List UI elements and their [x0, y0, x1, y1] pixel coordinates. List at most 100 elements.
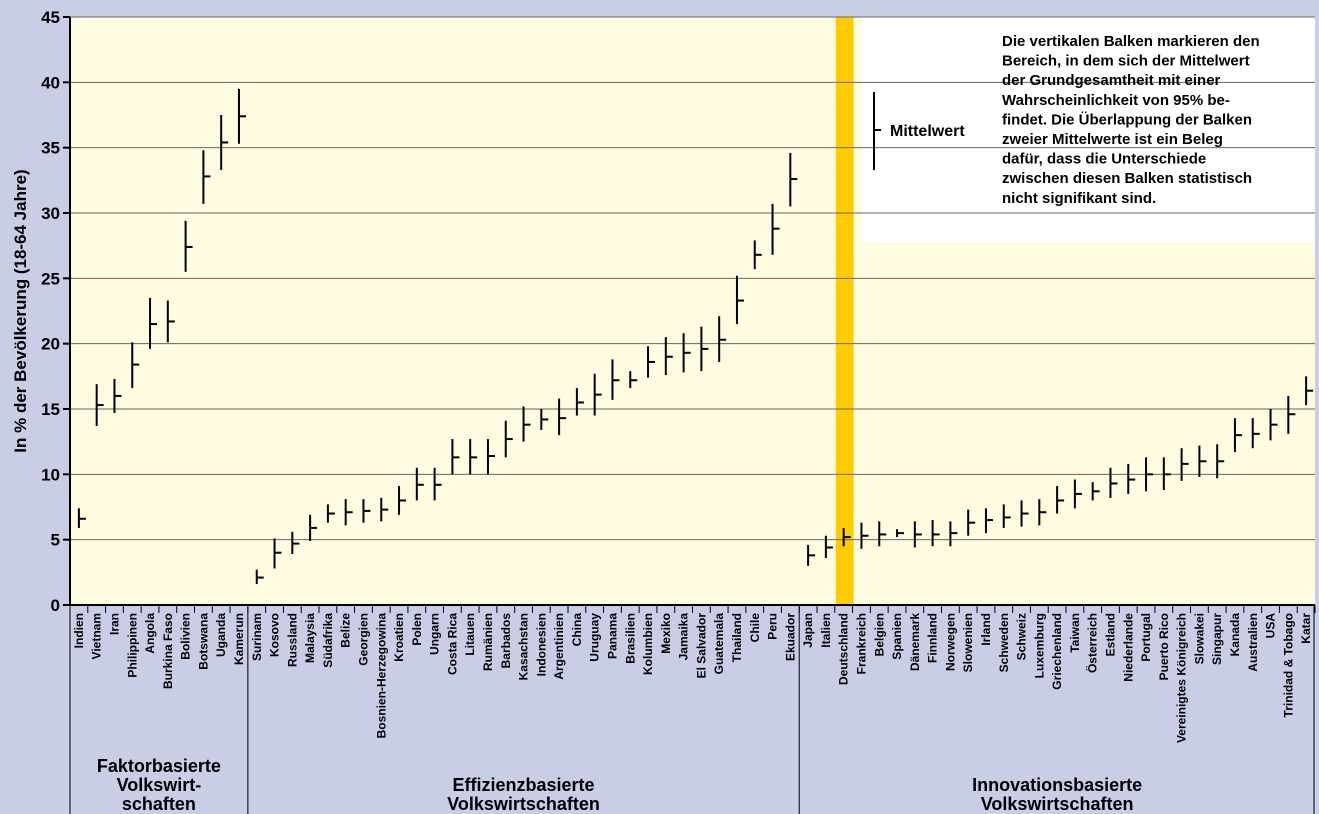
x-tick-label: Costa Rica: [445, 613, 459, 675]
x-tick-label: Bosnien-Herzegowina: [374, 613, 388, 739]
x-tick-label: Georgien: [356, 613, 370, 666]
x-tick-label: Spanien: [890, 613, 904, 660]
annotation-line: nicht signifikant sind.: [1002, 190, 1156, 207]
x-tick-label: Irland: [979, 613, 993, 646]
x-tick-label: Litauen: [463, 613, 477, 656]
x-tick-label: Vereinigtes Königreich: [1175, 613, 1189, 743]
x-tick-label: Russland: [285, 613, 299, 667]
x-tick-label: Belgien: [872, 613, 886, 656]
highlight-band: [835, 17, 854, 605]
x-tick-label: Indien: [72, 613, 86, 648]
x-tick-label: Ekuador: [783, 613, 797, 661]
group-label: Volkswirt-: [117, 775, 202, 795]
x-tick-label: Brasilien: [623, 613, 637, 664]
x-tick-label: Slowakei: [1192, 613, 1206, 664]
x-tick-label: Indonesien: [534, 613, 548, 676]
y-tick-label: 35: [41, 139, 60, 158]
y-tick-label: 30: [41, 204, 60, 223]
x-tick-label: Rumänien: [481, 613, 495, 671]
x-tick-label: Australien: [1246, 613, 1260, 672]
group-label: Effizienzbasierte: [453, 775, 595, 795]
legend-box: [862, 17, 1315, 242]
x-tick-label: Kolumbien: [641, 613, 655, 675]
x-tick-label: Kanada: [1228, 613, 1242, 657]
y-tick-label: 20: [41, 335, 60, 354]
x-tick-label: Surinam: [250, 613, 264, 661]
x-tick-label: Singapur: [1210, 613, 1224, 665]
y-tick-label: 25: [41, 269, 60, 288]
x-tick-label: China: [570, 613, 584, 647]
x-tick-label: Angola: [143, 613, 157, 654]
x-tick-label: Frankreich: [854, 613, 868, 674]
x-tick-label: Schweiz: [1015, 613, 1029, 660]
x-tick-label: Japan: [801, 613, 815, 648]
x-tick-label: Portugal: [1139, 613, 1153, 662]
x-tick-label: Iran: [107, 613, 121, 635]
x-tick-label: Polen: [410, 613, 424, 646]
annotation-line: findet. Die Überlappung der Balken: [1002, 111, 1252, 128]
x-tick-label: USA: [1264, 613, 1278, 639]
x-tick-label: Katar: [1299, 613, 1313, 644]
group-label: Faktorbasierte: [97, 756, 221, 776]
x-tick-label: Peru: [766, 613, 780, 640]
x-tick-label: Slowenien: [961, 613, 975, 672]
x-tick-label: Norwegen: [943, 613, 957, 671]
x-tick-label: Taiwan: [1068, 613, 1082, 653]
legend-label: Mittelwert: [890, 123, 965, 140]
annotation-line: Die vertikalen Balken markieren den: [1002, 33, 1260, 50]
group-label: Volkswirtschaften: [981, 794, 1134, 814]
x-tick-label: Dänemark: [908, 613, 922, 671]
group-label: Volkswirtschaften: [447, 794, 600, 814]
x-tick-label: Burkina Faso: [161, 613, 175, 689]
x-tick-label: Italien: [819, 613, 833, 648]
x-tick-label: El Salvador: [694, 613, 708, 679]
x-tick-label: Argentinien: [552, 613, 566, 680]
x-tick-label: Panama: [605, 613, 619, 659]
x-tick-label: Malaysia: [303, 613, 317, 663]
x-tick-label: Luxemburg: [1032, 613, 1046, 678]
x-tick-label: Jamaika: [677, 613, 691, 661]
x-tick-label: Österreich: [1085, 613, 1100, 673]
x-tick-label: Kamerun: [232, 613, 246, 665]
y-tick-label: 10: [41, 465, 60, 484]
annotation-line: Wahrscheinlichkeit von 95% be-: [1002, 92, 1230, 109]
x-tick-label: Uruguay: [588, 613, 602, 662]
group-label: schaften: [122, 794, 196, 814]
y-tick-label: 0: [51, 596, 60, 615]
x-tick-label: Chile: [748, 613, 762, 643]
x-tick-label: Kasachstan: [517, 613, 531, 680]
y-tick-label: 5: [51, 531, 60, 550]
y-axis-label: In % der Bevölkerung (18-64 Jahre): [11, 169, 30, 452]
x-tick-label: Bolivien: [179, 613, 193, 660]
x-tick-label: Puerto Rico: [1157, 613, 1171, 680]
x-tick-label: Philippinen: [125, 613, 139, 678]
x-tick-label: Südafrika: [321, 613, 335, 668]
x-tick-label: Mexiko: [659, 613, 673, 654]
x-tick-label: Kroatien: [392, 613, 406, 662]
x-tick-label: Guatemala: [712, 613, 726, 675]
x-tick-label: Deutschland: [837, 613, 851, 685]
x-tick-label: Niederlande: [1121, 613, 1135, 682]
x-tick-label: Belize: [339, 613, 353, 648]
group-label: Innovationsbasierte: [972, 775, 1142, 795]
annotation-line: Bereich, in dem sich der Mittelwert: [1002, 53, 1250, 70]
y-tick-label: 15: [41, 400, 60, 419]
x-tick-label: Finnland: [926, 613, 940, 663]
x-tick-label: Botswana: [196, 613, 210, 670]
y-tick-label: 40: [41, 73, 60, 92]
highlight-layer: [835, 17, 854, 605]
y-tick-label: 45: [41, 8, 60, 27]
x-tick-label: Thailand: [730, 613, 744, 662]
annotation-line: der Grundgesamtheit mit einer: [1002, 72, 1221, 89]
x-tick-label: Uganda: [214, 613, 228, 657]
x-tick-label: Vietnam: [90, 613, 104, 659]
annotation-line: zwischen diesen Balken statistisch: [1002, 170, 1252, 187]
x-tick-label: Barbados: [499, 613, 513, 669]
annotation-line: zweier Mittelwerte ist ein Beleg: [1002, 131, 1223, 148]
x-tick-label: Ungarn: [428, 613, 442, 655]
x-tick-label: Schweden: [997, 613, 1011, 672]
x-tick-label: Kosovo: [268, 613, 282, 657]
annotation-line: dafür, dass die Unterschiede: [1002, 151, 1206, 168]
